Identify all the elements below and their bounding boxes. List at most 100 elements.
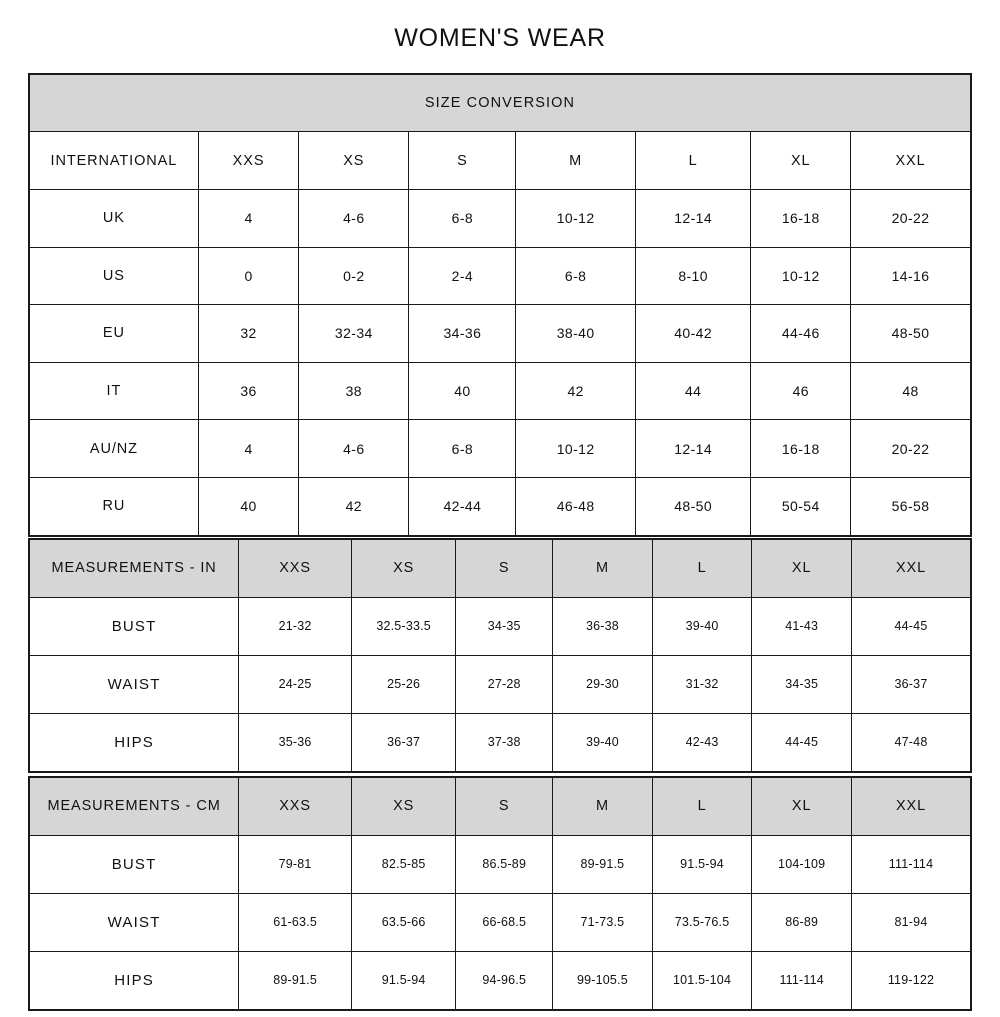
size-conversion-banner-row: SIZE CONVERSION	[30, 74, 970, 133]
table-row: US 0 0-2 2-4 6-8 8-10 10-12 14-16	[30, 246, 970, 306]
measurements-cm-table: MEASUREMENTS - CM XXS XS S M L XL XXL BUST 79-81 8…	[28, 775, 972, 1011]
table-row: RU 40 42 42-44 46-48 48-50 50-54 56-58	[30, 476, 970, 535]
value-cell: 66-68.5	[455, 892, 554, 952]
value-cell: 42	[515, 361, 636, 421]
row-label-hips: HIPS	[30, 950, 240, 1009]
value-cell: 31-32	[651, 654, 753, 714]
value-cell: 63.5-66	[350, 892, 457, 952]
table-row: BUST 79-81 82.5-85 86.5-89 89-91.5 91.5-94 104…	[30, 834, 970, 894]
column-header-size-s: S	[455, 539, 554, 598]
value-cell: 40	[197, 476, 300, 535]
column-header-size-l: L	[651, 777, 753, 836]
measurements-in-grid: MEASUREMENTS - IN XXS XS S M L XL XXL BUST 21-32 3…	[30, 539, 970, 771]
row-label-ru: RU	[30, 476, 199, 535]
value-cell: 32-34	[298, 304, 410, 363]
value-cell: 6-8	[515, 246, 636, 306]
measurements-in-header-label: MEASUREMENTS - IN	[30, 539, 240, 598]
row-label-uk: UK	[30, 188, 199, 248]
value-cell: 0	[197, 246, 300, 306]
value-cell: 34-36	[408, 304, 517, 363]
value-cell: 12-14	[634, 188, 752, 248]
measurements-in-header-row: MEASUREMENTS - IN XXS XS S M L XL XXL	[30, 539, 970, 598]
value-cell: 111-114	[751, 950, 852, 1009]
value-cell: 36-38	[552, 596, 653, 656]
value-cell: 32.5-33.5	[350, 596, 457, 656]
row-label-eu: EU	[30, 304, 199, 363]
value-cell: 4	[197, 188, 300, 248]
value-cell: 34-35	[751, 654, 852, 714]
value-cell: 104-109	[751, 834, 852, 894]
value-cell: 4-6	[298, 419, 410, 478]
value-cell: 46	[750, 361, 852, 421]
value-cell: 111-114	[851, 834, 970, 894]
value-cell: 81-94	[851, 892, 970, 952]
value-cell: 48	[850, 361, 970, 421]
value-cell: 61-63.5	[238, 892, 352, 952]
column-header-size-xxs: XXS	[238, 777, 352, 836]
value-cell: 44-45	[751, 712, 852, 771]
value-cell: 44	[634, 361, 752, 421]
value-cell: 47-48	[851, 712, 970, 771]
column-header-size-xl: XL	[750, 131, 852, 190]
column-header-size-m: M	[552, 539, 653, 598]
column-header-size-xxl: XXL	[851, 539, 970, 598]
value-cell: 46-48	[515, 476, 636, 535]
value-cell: 86.5-89	[455, 834, 554, 894]
value-cell: 37-38	[455, 712, 554, 771]
value-cell: 40-42	[634, 304, 752, 363]
value-cell: 94-96.5	[455, 950, 554, 1009]
value-cell: 27-28	[455, 654, 554, 714]
table-row: BUST 21-32 32.5-33.5 34-35 36-38 39-40 41-43 44…	[30, 596, 970, 656]
size-conversion-table: SIZE CONVERSION INTERNATIONAL XXS XS S M L XL X…	[28, 72, 972, 537]
value-cell: 10-12	[515, 419, 636, 478]
value-cell: 36	[197, 361, 300, 421]
value-cell: 25-26	[350, 654, 457, 714]
value-cell: 21-32	[238, 596, 352, 656]
value-cell: 4	[197, 419, 300, 478]
table-row: IT 36 38 40 42 44 46 48	[30, 361, 970, 421]
value-cell: 89-91.5	[552, 834, 653, 894]
value-cell: 39-40	[552, 712, 653, 771]
row-label-it: IT	[30, 361, 199, 421]
value-cell: 48-50	[634, 476, 752, 535]
row-label-bust: BUST	[30, 834, 240, 894]
value-cell: 20-22	[850, 188, 970, 248]
value-cell: 42-44	[408, 476, 517, 535]
column-header-size-s: S	[408, 131, 517, 190]
value-cell: 2-4	[408, 246, 517, 306]
table-row: EU 32 32-34 34-36 38-40 40-42 44-46 48-50	[30, 304, 970, 363]
column-header-size-m: M	[552, 777, 653, 836]
value-cell: 91.5-94	[350, 950, 457, 1009]
column-header-size-s: S	[455, 777, 554, 836]
value-cell: 48-50	[850, 304, 970, 363]
value-cell: 36-37	[350, 712, 457, 771]
table-row: WAIST 24-25 25-26 27-28 29-30 31-32 34-35 36-37	[30, 654, 970, 714]
column-header-size-xs: XS	[350, 539, 457, 598]
column-header-size-xxl: XXL	[850, 131, 970, 190]
row-label-us: US	[30, 246, 199, 306]
measurements-cm-header-label: MEASUREMENTS - CM	[30, 777, 240, 836]
value-cell: 34-35	[455, 596, 554, 656]
value-cell: 89-91.5	[238, 950, 352, 1009]
value-cell: 79-81	[238, 834, 352, 894]
value-cell: 35-36	[238, 712, 352, 771]
value-cell: 71-73.5	[552, 892, 653, 952]
measurements-cm-grid: MEASUREMENTS - CM XXS XS S M L XL XXL BUST 79-81 8…	[30, 777, 970, 1009]
column-header-international: INTERNATIONAL	[30, 131, 199, 190]
value-cell: 14-16	[850, 246, 970, 306]
value-cell: 86-89	[751, 892, 852, 952]
row-label-waist: WAIST	[30, 892, 240, 952]
value-cell: 99-105.5	[552, 950, 653, 1009]
value-cell: 0-2	[298, 246, 410, 306]
value-cell: 36-37	[851, 654, 970, 714]
column-header-size-l: L	[651, 539, 753, 598]
value-cell: 10-12	[515, 188, 636, 248]
table-row: UK 4 4-6 6-8 10-12 12-14 16-18 20-22	[30, 188, 970, 248]
value-cell: 6-8	[408, 419, 517, 478]
value-cell: 4-6	[298, 188, 410, 248]
size-conversion-banner: SIZE CONVERSION	[30, 74, 970, 133]
value-cell: 56-58	[850, 476, 970, 535]
value-cell: 24-25	[238, 654, 352, 714]
value-cell: 6-8	[408, 188, 517, 248]
measurements-cm-header-row: MEASUREMENTS - CM XXS XS S M L XL XXL	[30, 777, 970, 836]
